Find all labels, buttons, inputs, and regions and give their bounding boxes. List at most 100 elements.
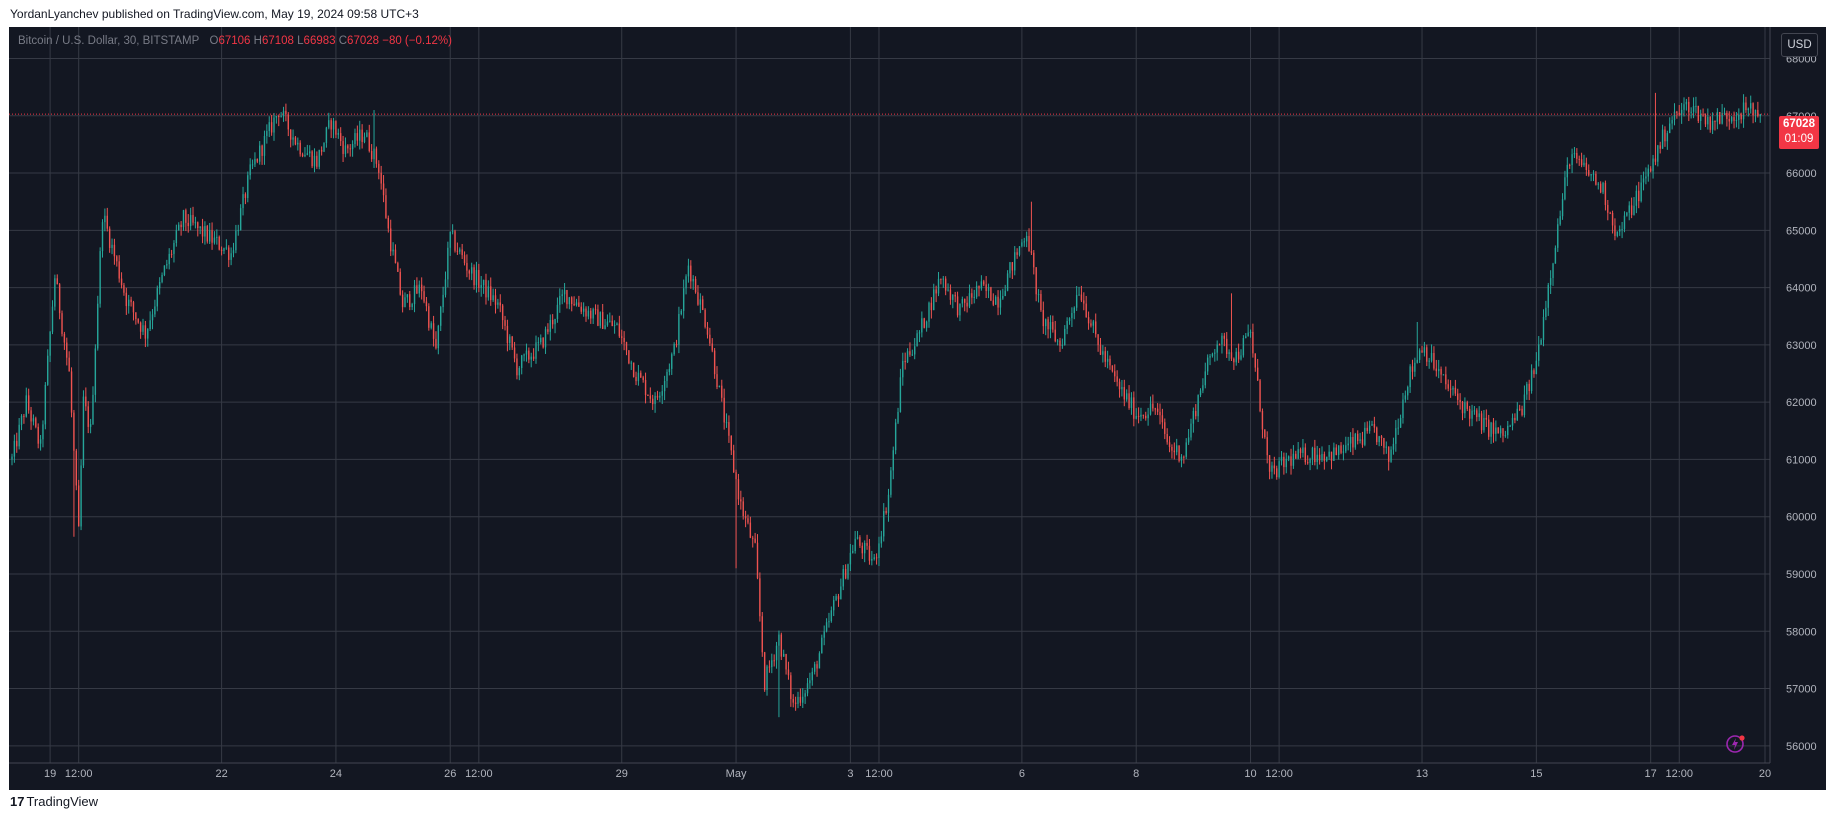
candle-body <box>251 164 254 166</box>
candle-body <box>1597 183 1599 185</box>
candle-body <box>721 385 723 398</box>
candle-body <box>778 634 780 646</box>
candle-body <box>135 312 137 320</box>
candle-body <box>1047 319 1049 330</box>
candle-body <box>47 355 49 385</box>
candle-body <box>1633 205 1635 215</box>
candle-body <box>1402 399 1404 419</box>
candle-body <box>883 511 885 537</box>
candle-body <box>1411 366 1414 372</box>
candle-body <box>663 380 666 392</box>
candle-body <box>1140 414 1142 417</box>
candle-body <box>840 586 842 600</box>
candle-body <box>1504 435 1507 437</box>
candle-body <box>942 278 944 280</box>
candle-body <box>299 142 301 155</box>
candle-body <box>273 117 275 133</box>
close-label: C <box>338 35 348 47</box>
candle-body <box>413 285 416 305</box>
high-label: H <box>253 35 262 47</box>
candle-body <box>761 616 763 653</box>
candle-body <box>604 325 606 329</box>
candle-body <box>551 319 554 325</box>
candle-body <box>1342 451 1345 453</box>
candle-body <box>637 372 640 382</box>
candle-body <box>625 342 628 351</box>
candle-body <box>1371 424 1373 426</box>
candle-body <box>1695 105 1697 107</box>
candle-body <box>1197 395 1199 417</box>
candle-body <box>1259 380 1261 412</box>
candle-body <box>1280 456 1283 462</box>
candle-body <box>270 122 273 133</box>
candle-body <box>1611 212 1614 226</box>
candle-body <box>1335 447 1337 455</box>
candle-body <box>1326 456 1328 461</box>
candle-body <box>459 249 461 252</box>
candle-body <box>971 293 973 298</box>
candle-body <box>1554 247 1557 264</box>
candle-body <box>1609 212 1611 214</box>
candle-body <box>237 230 239 232</box>
candle-body <box>590 310 592 319</box>
candle-body <box>1164 422 1166 434</box>
candle-body <box>189 215 192 227</box>
candle-body <box>990 287 992 301</box>
candle-body <box>1245 336 1247 339</box>
candle-body <box>1437 368 1440 372</box>
candle-body <box>773 660 775 662</box>
tradingview-logo[interactable]: 17 TradingView <box>10 794 98 809</box>
candle-body <box>116 256 118 262</box>
candle-body <box>873 557 875 559</box>
candle-body <box>821 637 823 654</box>
candle-body <box>420 284 423 292</box>
candle-body <box>1440 368 1442 375</box>
candle-body <box>282 110 285 117</box>
candle-body <box>632 362 635 377</box>
candle-body <box>504 320 506 326</box>
candle-body <box>1492 422 1495 434</box>
candle-body <box>351 143 354 150</box>
candle-body <box>1114 371 1116 377</box>
currency-button[interactable]: USD <box>1781 33 1818 57</box>
candle-body <box>1542 317 1545 340</box>
candle-body <box>63 333 66 343</box>
candle-body <box>1630 205 1633 215</box>
lightning-bolt-icon[interactable] <box>1725 732 1747 754</box>
candle-body <box>1473 410 1476 412</box>
candle-body <box>1399 418 1402 428</box>
candle-body <box>192 215 194 223</box>
candle-body <box>73 412 75 451</box>
candle-body <box>640 372 642 378</box>
candle-body <box>537 342 540 344</box>
candle-body <box>228 247 230 260</box>
candle-body <box>1730 117 1733 122</box>
candle-body <box>959 303 961 316</box>
candle-body <box>616 323 618 325</box>
candle-body <box>1714 120 1716 122</box>
candle-body <box>35 418 37 427</box>
candle-body <box>1009 262 1011 274</box>
candle-body <box>568 297 571 305</box>
candle-body <box>1287 456 1290 459</box>
candle-body <box>256 158 259 162</box>
candle-body <box>582 308 585 312</box>
candle-body <box>1302 447 1304 453</box>
candle-body <box>1638 190 1640 202</box>
candle-body <box>1295 453 1297 459</box>
candle-body <box>1364 427 1366 445</box>
candle-body <box>1099 345 1102 355</box>
candle-body <box>239 208 242 231</box>
candle-body <box>1511 417 1514 426</box>
candle-body <box>628 350 630 364</box>
x-tick-label: 13 <box>1416 768 1428 780</box>
candle-body <box>1452 387 1454 390</box>
candle-body <box>759 578 761 617</box>
candle-body <box>809 680 811 684</box>
candle-body <box>51 306 54 332</box>
candle-body <box>1366 427 1368 432</box>
x-tick-label: 12:00 <box>65 768 93 780</box>
candle-body <box>216 236 218 238</box>
candle-body <box>1683 104 1685 110</box>
